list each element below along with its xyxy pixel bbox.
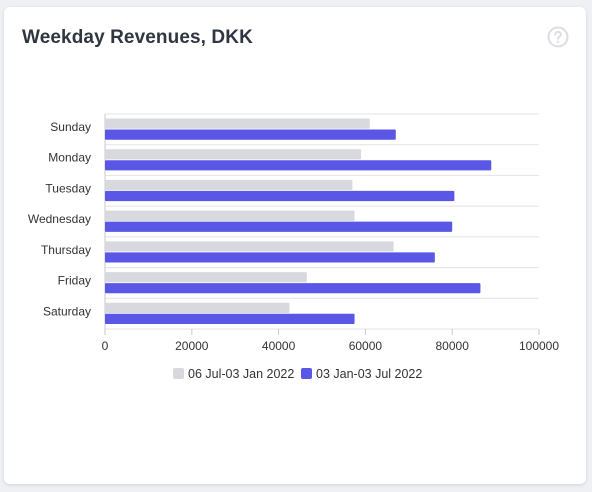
x-tick-label: 0 xyxy=(102,339,109,353)
question-circle-icon[interactable] xyxy=(547,26,569,48)
y-tick-label: Saturday xyxy=(43,304,91,318)
bar-series-2[interactable] xyxy=(105,129,396,140)
y-tick-label: Tuesday xyxy=(45,181,91,195)
card-title: Weekday Revenues, DKK xyxy=(22,27,253,48)
bar-series-1[interactable] xyxy=(105,149,362,160)
x-tick-label: 40000 xyxy=(262,339,296,353)
y-tick-label: Thursday xyxy=(41,243,91,257)
legend-label[interactable]: 06 Jul-03 Jan 2022 xyxy=(188,367,294,381)
bar-series-2[interactable] xyxy=(105,252,435,263)
bar-series-2[interactable] xyxy=(105,190,455,202)
legend-swatch[interactable] xyxy=(173,368,184,379)
x-tick-label: 20000 xyxy=(175,339,209,353)
bar-series-1[interactable] xyxy=(105,118,370,129)
bar-series-2[interactable] xyxy=(105,283,481,294)
x-tick-label: 100000 xyxy=(519,339,559,353)
bar-series-1[interactable] xyxy=(105,241,394,252)
legend-swatch[interactable] xyxy=(301,368,312,379)
bar-series-1[interactable] xyxy=(105,179,353,191)
bar-series-2[interactable] xyxy=(105,313,355,324)
bar-series-1[interactable] xyxy=(105,210,355,221)
x-tick-label: 80000 xyxy=(436,339,470,353)
legend-label[interactable]: 03 Jan-03 Jul 2022 xyxy=(316,367,422,381)
y-tick-label: Wednesday xyxy=(28,212,91,226)
bar-series-2[interactable] xyxy=(105,160,492,171)
y-tick-label: Monday xyxy=(48,151,91,165)
x-tick-label: 60000 xyxy=(349,339,383,353)
y-tick-label: Sunday xyxy=(50,120,91,134)
bar-series-1[interactable] xyxy=(105,302,290,313)
bar-series-1[interactable] xyxy=(105,272,307,283)
bar-series-2[interactable] xyxy=(105,221,453,232)
y-tick-label: Friday xyxy=(58,274,91,288)
